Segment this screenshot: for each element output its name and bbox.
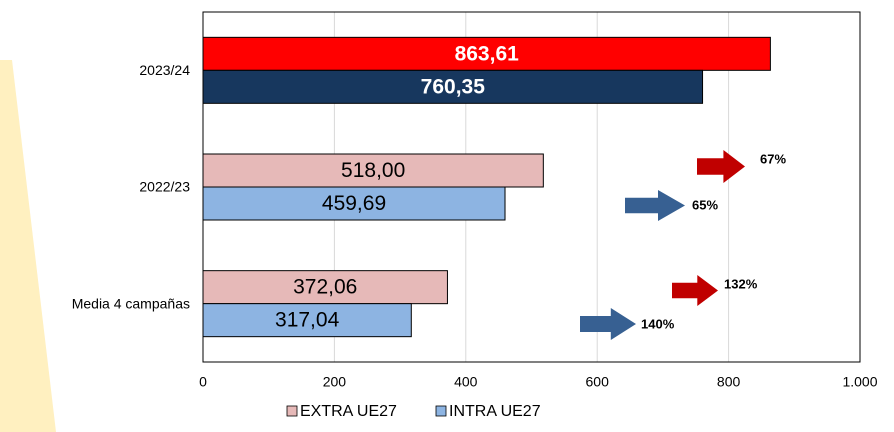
data-label: 760,35 [421, 75, 486, 98]
legend-swatch [286, 405, 298, 417]
annotation: 65% [692, 197, 718, 212]
bar [202, 36, 771, 71]
plot-border [202, 11, 861, 363]
category-label: 2023/24 [139, 62, 190, 78]
legend-swatch [435, 405, 447, 417]
data-label: 459,69 [322, 192, 386, 215]
arrow [625, 190, 685, 221]
background-wedge [0, 60, 56, 432]
bar [202, 186, 506, 221]
arrow [580, 308, 636, 340]
arrow [672, 275, 718, 306]
x-tick-label: 1.000 [842, 374, 877, 390]
bar [202, 69, 704, 104]
data-label: 317,04 [275, 309, 340, 332]
x-tick-label: 400 [454, 374, 478, 390]
data-label: 863,61 [455, 42, 520, 65]
x-tick-label: 200 [323, 374, 347, 390]
annotation: 132% [724, 276, 758, 291]
x-tick-label: 800 [717, 374, 741, 390]
arrow [697, 150, 745, 183]
x-tick-label: 600 [586, 374, 610, 390]
legend-label: EXTRA UE27 [300, 403, 397, 420]
x-tick-label: 0 [199, 374, 207, 390]
data-label: 372,06 [293, 276, 357, 299]
data-label: 518,00 [341, 159, 405, 182]
annotation: 140% [641, 316, 675, 331]
category-label: 2022/23 [139, 179, 190, 195]
bar [202, 303, 412, 338]
annotation: 67% [760, 151, 786, 166]
legend-label: INTRA UE27 [449, 403, 541, 420]
category-label: Media 4 campañas [72, 295, 190, 311]
